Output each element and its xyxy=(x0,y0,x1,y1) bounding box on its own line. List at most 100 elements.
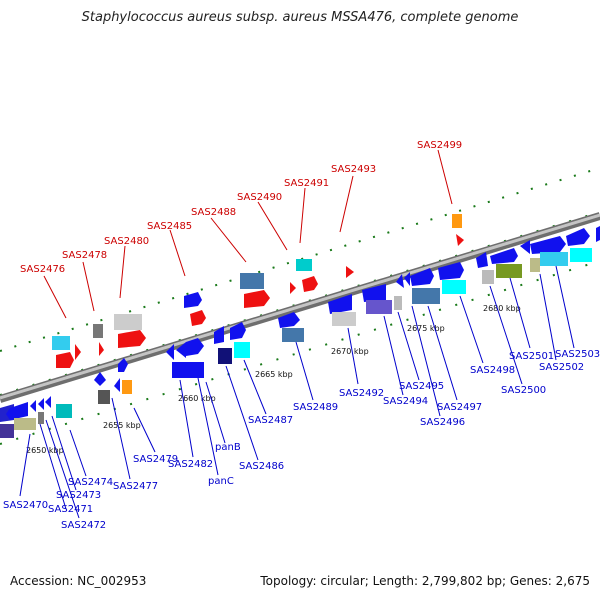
gene-label[interactable]: SAS2498 xyxy=(470,365,515,376)
gene-feature[interactable] xyxy=(118,330,146,348)
gene-label[interactable]: SAS2478 xyxy=(62,250,107,261)
gene-feature[interactable] xyxy=(56,352,74,368)
gene-label[interactable]: SAS2503 xyxy=(555,349,600,360)
gene-label[interactable]: SAS2497 xyxy=(437,402,482,413)
gene-label[interactable]: SAS2487 xyxy=(248,415,293,426)
gene-feature[interactable] xyxy=(14,418,36,430)
gene-label[interactable]: SAS2495 xyxy=(399,381,444,392)
gene-feature[interactable] xyxy=(596,226,600,242)
gene-feature[interactable] xyxy=(296,259,312,271)
gene-feature[interactable] xyxy=(45,396,51,408)
gene-feature[interactable] xyxy=(38,398,44,410)
gene-feature[interactable] xyxy=(114,378,120,392)
gene-feature[interactable] xyxy=(172,362,204,378)
gene-label[interactable]: SAS2472 xyxy=(61,520,106,531)
gene-feature[interactable] xyxy=(218,348,232,364)
forward-gene-labels: SAS2476 SAS2478 SAS2480 SAS2485 SAS2488 … xyxy=(20,140,462,275)
gene-feature[interactable] xyxy=(396,274,404,288)
gene-feature[interactable] xyxy=(490,248,518,264)
gene-feature[interactable] xyxy=(56,404,72,418)
gene-label[interactable]: SAS2502 xyxy=(539,362,584,373)
gene-feature[interactable] xyxy=(118,358,128,372)
reverse-leader-lines xyxy=(19,265,575,519)
gene-label[interactable]: SAS2470 xyxy=(3,500,48,511)
gene-feature[interactable] xyxy=(302,276,318,292)
kbp-tick-label: 2680 kbp xyxy=(483,304,521,313)
gene-feature[interactable] xyxy=(99,342,104,356)
gene-label[interactable]: SAS2501 xyxy=(509,351,554,362)
gene-feature[interactable] xyxy=(482,270,494,284)
gene-label[interactable]: SAS2499 xyxy=(417,140,462,151)
gene-feature[interactable] xyxy=(362,284,386,302)
gene-feature[interactable] xyxy=(122,380,132,394)
gene-feature[interactable] xyxy=(234,342,250,358)
gene-feature[interactable] xyxy=(410,268,434,286)
gene-feature[interactable] xyxy=(570,248,592,262)
gene-feature[interactable] xyxy=(530,258,540,272)
gene-feature[interactable] xyxy=(214,326,224,344)
gene-feature[interactable] xyxy=(0,424,14,438)
gene-label[interactable]: SAS2496 xyxy=(420,417,465,428)
gene-feature[interactable] xyxy=(456,234,464,246)
gene-label[interactable]: SAS2490 xyxy=(237,192,282,203)
gene-feature[interactable] xyxy=(442,280,466,294)
gene-label[interactable]: panC xyxy=(208,476,234,487)
gene-label[interactable]: SAS2488 xyxy=(191,207,236,218)
gene-feature[interactable] xyxy=(114,314,142,330)
gene-label[interactable]: SAS2492 xyxy=(339,388,384,399)
gene-feature[interactable] xyxy=(6,402,28,420)
gene-label[interactable]: SAS2500 xyxy=(501,385,546,396)
gene-feature[interactable] xyxy=(290,282,296,294)
gene-feature[interactable] xyxy=(566,228,590,246)
gene-feature[interactable] xyxy=(244,290,270,308)
gene-feature[interactable] xyxy=(190,310,206,326)
gene-feature[interactable] xyxy=(346,266,354,278)
gene-label[interactable]: SAS2480 xyxy=(104,236,149,247)
gene-feature[interactable] xyxy=(394,296,402,310)
gene-label[interactable]: SAS2494 xyxy=(383,396,428,407)
gene-feature[interactable] xyxy=(98,390,110,404)
gene-label[interactable]: SAS2471 xyxy=(48,504,93,515)
gene-feature[interactable] xyxy=(438,262,464,280)
gene-feature[interactable] xyxy=(176,342,186,358)
gene-label[interactable]: SAS2477 xyxy=(113,481,158,492)
gene-feature[interactable] xyxy=(93,324,103,338)
gene-feature[interactable] xyxy=(94,372,106,386)
gene-feature[interactable] xyxy=(530,236,566,254)
gene-feature[interactable] xyxy=(186,338,204,356)
gene-label[interactable]: SAS2491 xyxy=(284,178,329,189)
gene-label[interactable]: SAS2473 xyxy=(56,490,101,501)
gene-feature[interactable] xyxy=(332,312,356,326)
gene-label[interactable]: SAS2479 xyxy=(133,454,178,465)
gene-feature[interactable] xyxy=(230,322,246,340)
gene-label[interactable]: panB xyxy=(215,442,241,453)
gene-label[interactable]: SAS2485 xyxy=(147,221,192,232)
gene-feature[interactable] xyxy=(496,264,522,278)
gene-feature[interactable] xyxy=(476,252,488,268)
gene-feature[interactable] xyxy=(540,252,568,266)
gene-feature[interactable] xyxy=(184,292,202,308)
forward-genes xyxy=(52,214,464,368)
gene-feature[interactable] xyxy=(38,412,44,424)
gene-feature[interactable] xyxy=(520,240,530,254)
gene-feature[interactable] xyxy=(240,273,264,289)
gene-feature[interactable] xyxy=(452,214,462,228)
gene-feature[interactable] xyxy=(404,272,410,286)
gene-feature[interactable] xyxy=(30,400,36,412)
gene-feature[interactable] xyxy=(412,288,440,304)
gene-label[interactable]: SAS2486 xyxy=(239,461,284,472)
gene-feature[interactable] xyxy=(166,344,174,360)
gene-label[interactable]: SAS2489 xyxy=(293,402,338,413)
gene-feature[interactable] xyxy=(328,294,352,314)
gene-feature[interactable] xyxy=(282,328,304,342)
gene-label[interactable]: SAS2482 xyxy=(168,459,213,470)
gene-label[interactable]: SAS2474 xyxy=(68,477,113,488)
gene-feature[interactable] xyxy=(366,300,392,314)
gene-feature[interactable] xyxy=(52,336,70,350)
gene-feature[interactable] xyxy=(278,312,300,328)
gene-label[interactable]: SAS2493 xyxy=(331,164,376,175)
gene-label[interactable]: SAS2476 xyxy=(20,264,65,275)
gene-feature[interactable] xyxy=(75,344,81,360)
